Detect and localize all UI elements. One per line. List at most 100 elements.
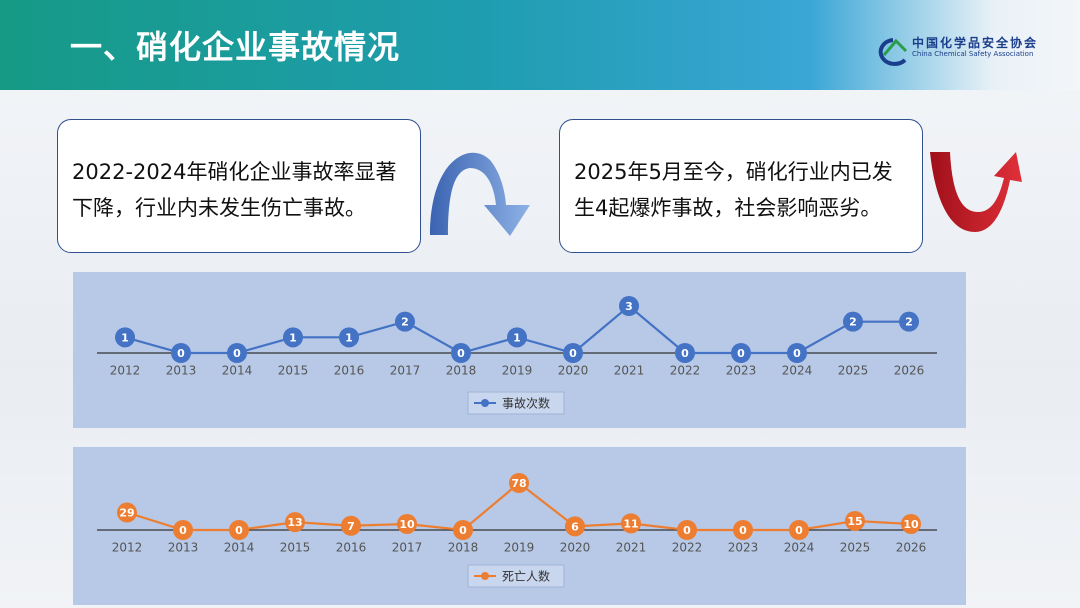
- x-tick-label: 2024: [782, 364, 813, 378]
- data-label: 0: [737, 347, 745, 360]
- x-tick-label: 2017: [390, 364, 421, 378]
- data-label: 0: [681, 347, 689, 360]
- data-label: 1: [289, 331, 297, 344]
- data-label: 10: [399, 518, 415, 531]
- data-point: [789, 520, 809, 540]
- x-tick-label: 2017: [392, 541, 423, 555]
- data-point: [675, 343, 695, 363]
- data-label: 0: [179, 524, 187, 537]
- data-point: [171, 343, 191, 363]
- logo-text: 中国化学品安全协会: [912, 36, 1039, 50]
- data-point: [845, 510, 865, 531]
- x-tick-label: 2021: [614, 364, 645, 378]
- data-point: [117, 502, 137, 523]
- data-label: 6: [571, 520, 579, 533]
- x-tick-label: 2012: [112, 541, 143, 555]
- x-tick-label: 2026: [894, 364, 925, 378]
- x-tick-label: 2019: [504, 541, 535, 555]
- data-label: 2: [401, 316, 409, 329]
- x-tick-label: 2013: [166, 364, 197, 378]
- data-point: [229, 520, 249, 540]
- data-point: [843, 311, 863, 332]
- callout: 2025年5月至今，硝化行业内已发生4起爆炸事故，社会影响恶劣。: [559, 119, 923, 253]
- x-tick-label: 2014: [222, 364, 253, 378]
- data-point: [397, 513, 417, 534]
- data-point: [115, 327, 135, 348]
- x-tick-label: 2022: [672, 541, 703, 555]
- legend-label: 死亡人数: [502, 569, 550, 584]
- data-point: [507, 327, 527, 348]
- data-point: [731, 343, 751, 363]
- x-tick-label: 2021: [616, 541, 647, 555]
- data-label: 1: [121, 331, 129, 344]
- data-point: [283, 327, 303, 348]
- data-point: [285, 512, 305, 533]
- data-label: 0: [235, 524, 243, 537]
- x-tick-label: 2020: [558, 364, 589, 378]
- x-tick-label: 2023: [728, 541, 759, 555]
- data-label: 0: [793, 347, 801, 360]
- x-tick-label: 2016: [334, 364, 365, 378]
- data-point: [619, 296, 639, 316]
- x-tick-label: 2013: [168, 541, 199, 555]
- logo-icon: [878, 38, 908, 66]
- x-tick-label: 2025: [840, 541, 871, 555]
- x-tick-label: 2012: [110, 364, 141, 378]
- legend-box: [467, 564, 565, 588]
- x-tick-label: 2023: [726, 364, 757, 378]
- legend-box: [467, 391, 565, 415]
- data-point: [451, 343, 471, 363]
- data-label: 7: [347, 520, 355, 533]
- legend-dot: [481, 399, 489, 407]
- data-point: [677, 520, 697, 540]
- down-arrow: [430, 152, 530, 236]
- data-label: 1: [345, 331, 353, 344]
- data-label: 29: [119, 507, 134, 520]
- x-tick-label: 2025: [838, 364, 869, 378]
- data-label: 0: [459, 524, 467, 537]
- data-label: 1: [513, 331, 521, 344]
- data-point: [227, 343, 247, 363]
- data-label: 11: [623, 517, 638, 530]
- data-point: [733, 520, 753, 540]
- data-label: 78: [511, 477, 526, 490]
- data-label: 15: [847, 515, 862, 528]
- data-label: 0: [569, 347, 577, 360]
- x-tick-label: 2018: [448, 541, 479, 555]
- data-label: 0: [457, 347, 465, 360]
- data-point: [395, 311, 415, 332]
- data-label: 2: [849, 316, 857, 329]
- data-point: [787, 343, 807, 363]
- chart: 2012 2013 2014 2015 2016 2017 2018 2019 2020 2021…: [73, 272, 966, 428]
- data-label: 3: [625, 300, 633, 313]
- data-point: [453, 520, 473, 540]
- data-label: 2: [905, 316, 913, 329]
- legend-dot: [481, 572, 489, 580]
- data-point: [509, 473, 529, 493]
- data-point: [341, 515, 361, 536]
- x-tick-label: 2018: [446, 364, 477, 378]
- x-tick-label: 2015: [278, 364, 309, 378]
- logo-subtext: China Chemical Safety Association: [912, 50, 1034, 58]
- x-tick-label: 2022: [670, 364, 701, 378]
- data-point: [563, 343, 583, 363]
- x-tick-label: 2015: [280, 541, 311, 555]
- data-label: 0: [795, 524, 803, 537]
- data-label: 0: [683, 524, 691, 537]
- data-point: [173, 520, 193, 540]
- data-label: 13: [287, 516, 302, 529]
- data-point: [565, 516, 585, 537]
- slide-title: 一、硝化企业事故情况: [70, 28, 401, 66]
- chart: 2012 2013 2014 2015 2016 2017 2018 2019 2020 2021…: [73, 447, 966, 605]
- up-arrow: [930, 152, 1022, 232]
- callout: 2022-2024年硝化企业事故率显著下降，行业内未发生伤亡事故。: [57, 119, 421, 253]
- legend-label: 事故次数: [502, 396, 550, 411]
- x-tick-label: 2024: [784, 541, 815, 555]
- x-tick-label: 2014: [224, 541, 255, 555]
- data-label: 0: [739, 524, 747, 537]
- data-point: [901, 513, 921, 534]
- x-tick-label: 2016: [336, 541, 367, 555]
- x-tick-label: 2020: [560, 541, 591, 555]
